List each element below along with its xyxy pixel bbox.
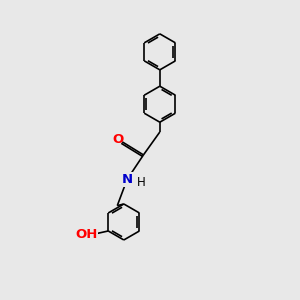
Text: N: N [122, 173, 133, 186]
Text: OH: OH [75, 228, 98, 241]
Text: H: H [136, 176, 145, 189]
Text: O: O [112, 133, 124, 146]
